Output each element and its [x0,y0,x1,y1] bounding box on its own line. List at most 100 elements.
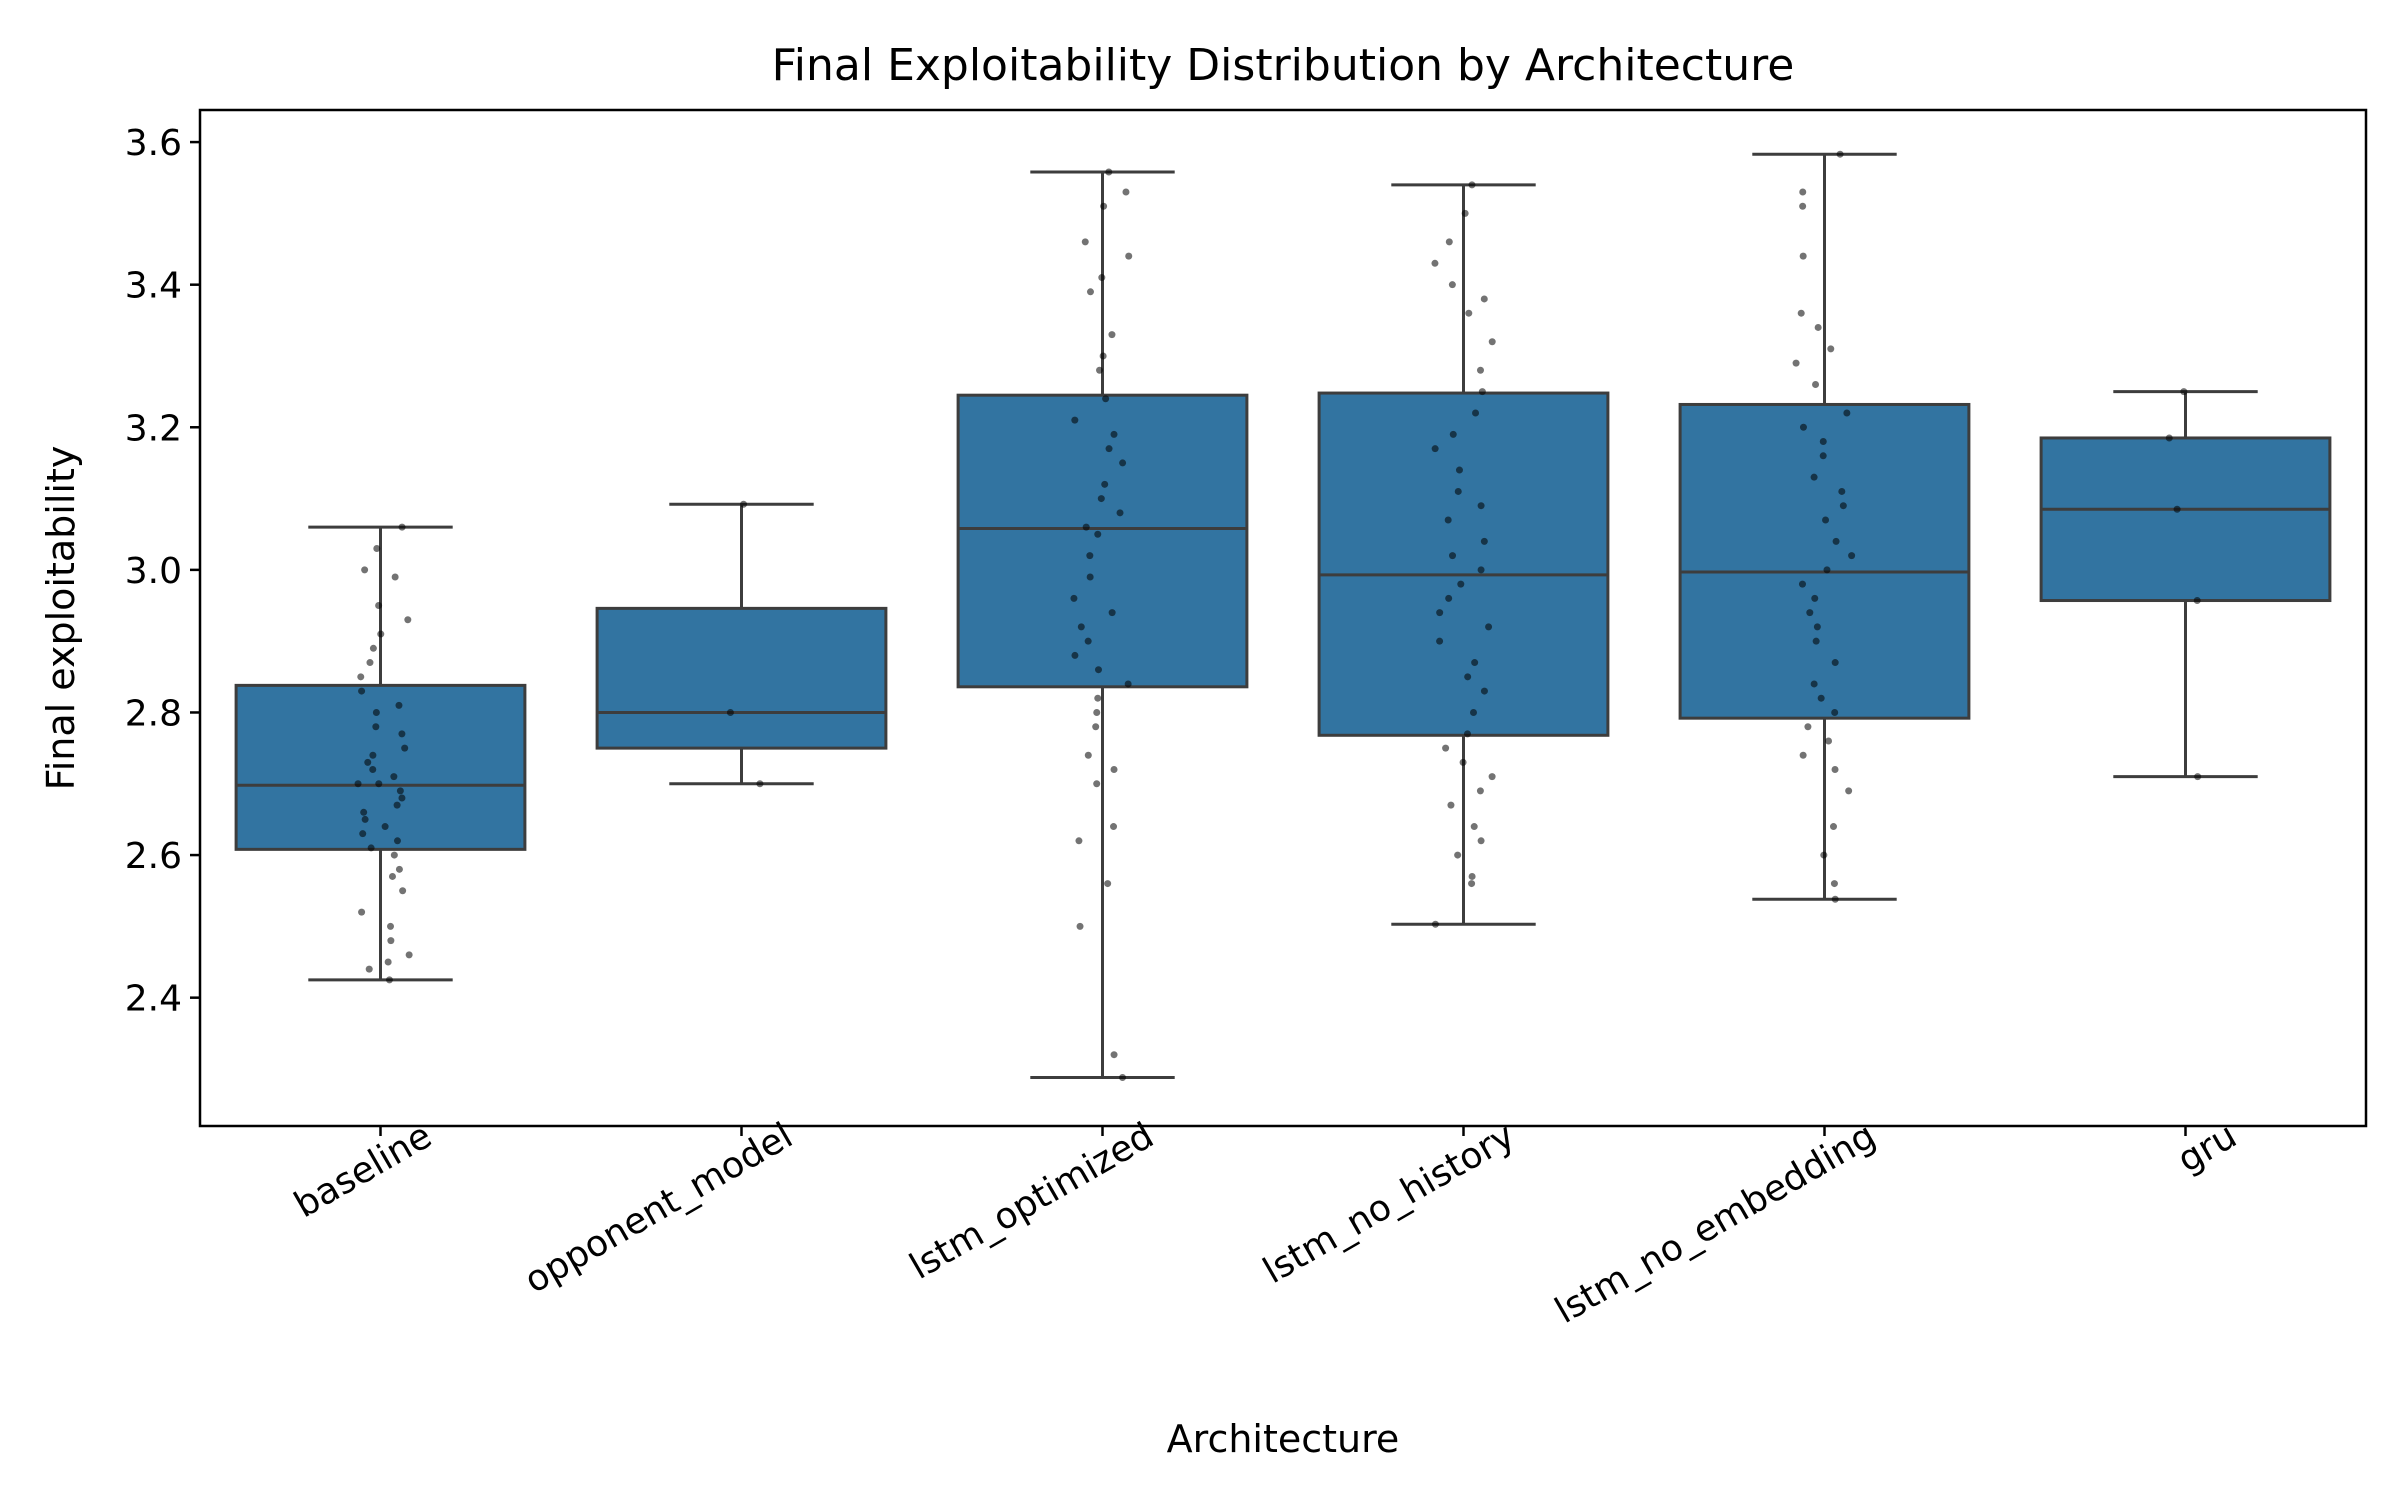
x-tick-label: lstm_no_embedding [1548,1115,1882,1332]
data-point [1469,708,1477,716]
data-point [1488,773,1496,781]
data-point [1110,823,1118,831]
data-point [366,659,374,667]
data-point [372,708,380,716]
data-point [1470,823,1478,831]
data-point [369,766,377,774]
chart-marks: 2.4 2.6 2.8 3.0 3.2 3.4 3.6 baseline opponent_mo… [125,123,2332,1332]
data-point [1110,1051,1118,1059]
data-point [361,815,369,823]
data-point [405,951,413,959]
data-point [358,908,366,916]
data-point [1098,274,1106,282]
data-point [1084,751,1092,759]
plot-frame [198,108,2368,1128]
data-point [364,758,372,766]
data-point [385,976,393,984]
data-point [1461,209,1469,217]
box-lstm_no_embedding [1678,402,1971,720]
data-point [1442,744,1450,752]
data-point [1822,516,1830,524]
data-point [1431,445,1439,453]
data-point [1108,331,1116,339]
data-point [398,523,406,531]
data-point [367,844,375,852]
data-point [1825,737,1833,745]
data-point [1105,445,1113,453]
data-point [359,830,367,838]
data-point [1480,295,1488,303]
data-point [1454,851,1462,859]
data-point [1813,623,1821,631]
data-point [1845,787,1853,795]
data-point [404,616,412,624]
data-point [390,773,398,781]
data-point [369,644,377,652]
data-point [1830,880,1838,888]
data-point [1093,780,1101,788]
data-point [398,730,406,738]
y-tick-label: 3.4 [125,266,182,307]
data-point [398,794,406,802]
data-point [1814,323,1822,331]
data-point [2173,505,2181,513]
data-point [1823,566,1831,574]
data-point [384,958,392,966]
box-lstm_optimized [956,393,1249,689]
data-point [1468,872,1476,880]
data-point [365,965,373,973]
data-point [1081,238,1089,246]
data-point [1831,766,1839,774]
data-point [1431,920,1439,928]
x-tick-label: opponent_model [518,1115,800,1301]
data-point [1819,452,1827,460]
data-point [1124,680,1132,688]
data-point [1101,480,1109,488]
data-point [393,837,401,845]
data-point [1480,687,1488,695]
data-point [1843,409,1851,417]
data-point [740,500,748,508]
data-point [1444,516,1452,524]
data-point [391,573,399,581]
data-point [1455,466,1463,474]
data-point [1817,694,1825,702]
box-lstm_no_history [1317,391,1610,737]
data-point [390,851,398,859]
x-axis-label: Architecture [1167,1417,1400,1461]
data-point [1445,238,1453,246]
data-point [1480,537,1488,545]
data-point [1086,288,1094,296]
data-point [1445,594,1453,602]
data-point [1831,895,1839,903]
data-point [2165,434,2173,442]
data-point [1094,666,1102,674]
data-point [1454,487,1462,495]
data-point [1108,609,1116,617]
box-gru [2039,436,2332,603]
data-point [1797,309,1805,317]
data-point [393,801,401,809]
data-point [1110,766,1118,774]
data-point [375,602,383,610]
data-point [377,630,385,638]
data-point [1449,552,1457,560]
data-point [387,937,395,945]
data-point [372,723,380,731]
data-point [1799,751,1807,759]
data-point [1086,552,1094,560]
y-tick-label: 3.0 [125,551,182,592]
data-point [1488,338,1496,346]
data-point [1831,708,1839,716]
data-point [1798,580,1806,588]
data-point [1463,730,1471,738]
data-point [726,708,734,716]
data-point [2180,388,2188,396]
data-point [1096,366,1104,374]
data-point [1468,880,1476,888]
data-point [1070,594,1078,602]
chart-title: Final Exploitability Distribution by Arc… [772,40,1795,91]
y-tick-label: 2.8 [125,693,182,734]
y-axis-label: Final exploitability [39,446,83,791]
